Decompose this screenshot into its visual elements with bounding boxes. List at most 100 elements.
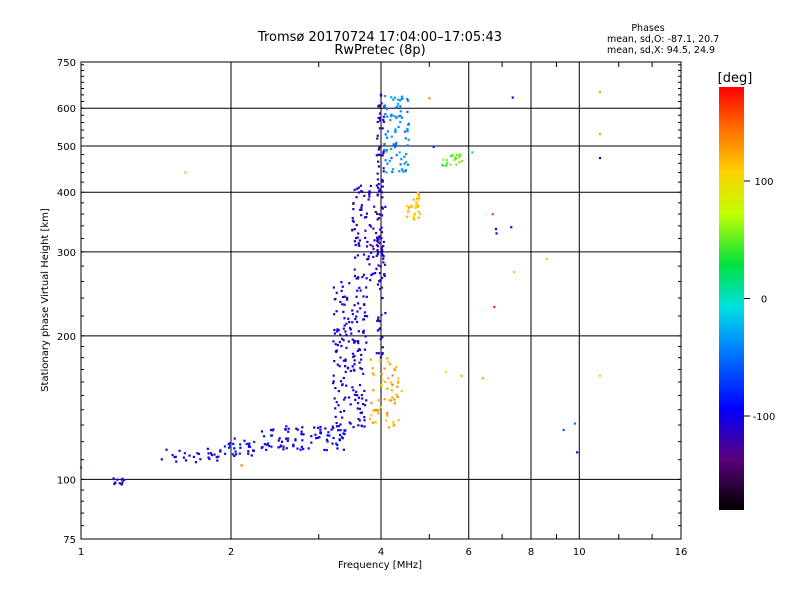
data-point [339,380,343,383]
data-point [339,433,342,437]
data-point [386,411,389,415]
data-point [377,264,380,267]
data-point [342,339,345,342]
data-point [343,317,346,320]
data-point [413,212,416,215]
data-point [378,190,381,193]
data-point [341,295,345,299]
data-point [334,387,337,390]
data-point [392,143,395,146]
data-point [365,295,368,298]
data-point [341,437,344,440]
data-point [231,453,235,456]
data-point [376,240,379,243]
data-point [360,204,363,207]
data-point [374,409,377,412]
data-point [316,436,319,440]
data-point [183,452,186,455]
data-point [356,394,359,397]
data-point [381,249,384,252]
data-point [376,253,379,256]
data-point [373,205,376,208]
data-point [406,144,409,147]
data-point [407,99,410,102]
data-point [381,180,384,183]
data-point [269,428,273,432]
data-point [363,311,367,314]
data-point [335,350,338,353]
data-point [341,285,344,288]
data-point [375,352,378,355]
data-point [357,243,360,246]
chart-subtitle: RwPretec (8p) [334,43,425,58]
data-point [382,115,385,118]
data-point [346,367,350,370]
data-point [369,279,372,282]
data-point [343,429,346,432]
data-point [399,163,402,166]
data-point [356,407,359,410]
data-point [446,162,449,165]
data-point [371,421,375,424]
data-point [265,448,268,451]
data-point [372,255,375,259]
data-point [376,283,380,286]
data-point [362,329,365,332]
data-point [182,456,185,459]
data-point [365,399,368,402]
data-point [227,446,231,449]
data-point [391,170,394,173]
data-point [598,132,602,136]
x-tick-label-16: 16 [675,547,688,558]
stats-o-mode: mean, sd,O: -87.1, 20.7 [607,34,719,45]
data-point [371,272,374,275]
data-point [353,268,356,271]
data-point [381,352,384,355]
data-point [364,404,367,407]
data-point [380,246,383,249]
data-point [351,216,354,220]
data-point [417,216,420,219]
data-point [353,188,356,191]
data-point [300,445,303,449]
data-point [353,354,356,358]
data-point [325,449,328,452]
data-point [368,224,371,227]
data-point [598,90,602,93]
data-point [378,116,382,119]
data-point [375,254,378,257]
data-point [233,447,236,450]
data-point [280,444,283,447]
data-point [341,303,344,306]
data-point [122,479,126,482]
data-point [495,232,498,235]
data-point [207,456,210,459]
data-point [223,445,227,448]
data-point [417,193,420,196]
data-point [362,402,365,406]
data-point [383,148,386,151]
data-point [393,402,397,405]
data-point [383,142,386,146]
data-point [381,196,384,199]
data-point [353,240,356,243]
data-point [376,212,379,215]
data-point [362,331,365,334]
data-point [219,449,222,452]
data-point [287,430,290,433]
data-point [380,178,383,181]
data-point [417,198,420,201]
data-point [380,286,383,289]
data-point [386,357,389,360]
data-point [351,219,354,222]
data-point [345,346,348,349]
data-point [332,426,335,430]
data-point [347,396,351,399]
data-point [171,454,174,457]
data-point [385,148,388,152]
data-point [260,430,264,433]
data-point [339,423,342,426]
data-point [391,383,394,387]
data-point [363,194,366,198]
colorbar-gradient [719,87,744,510]
